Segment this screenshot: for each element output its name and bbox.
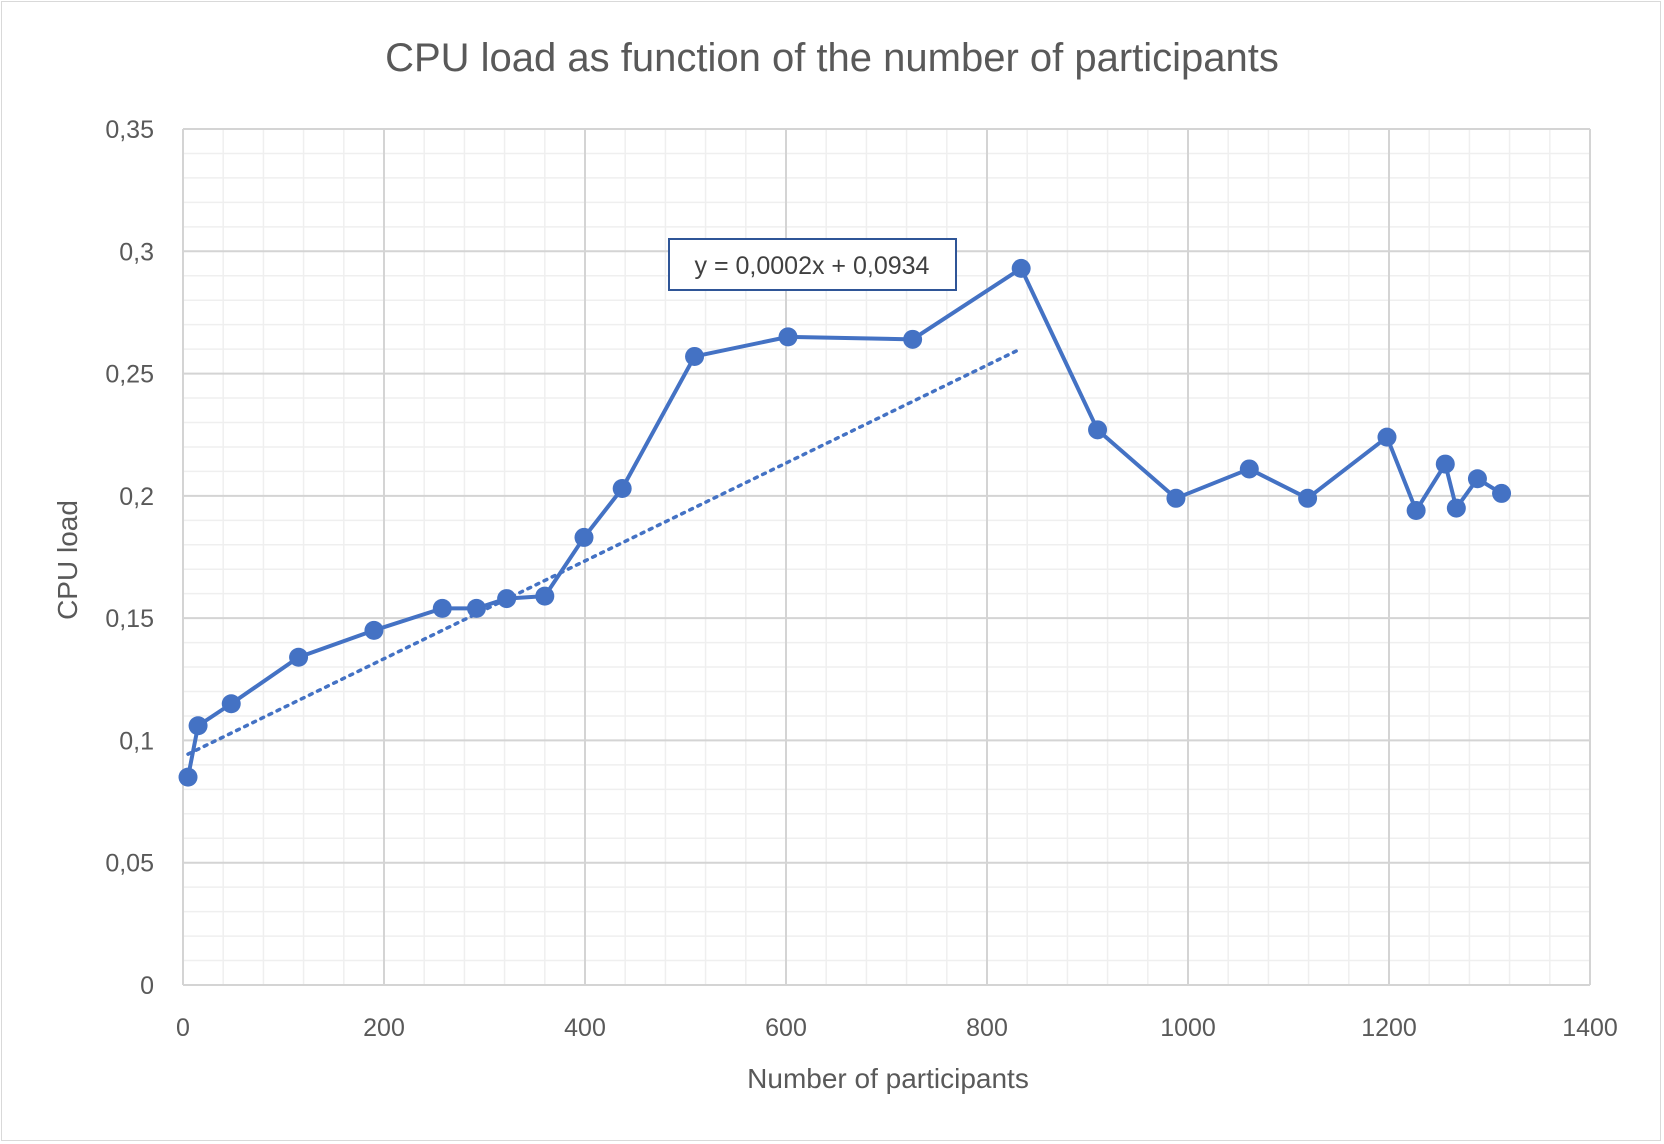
data-point [188,716,208,736]
x-tick-label: 800 [966,1014,1008,1042]
data-point [1446,498,1466,518]
grid [182,128,1591,986]
x-axis-title: Number of participants [747,1063,1029,1094]
data-point [778,327,798,347]
x-tick-label: 1000 [1160,1014,1216,1042]
data-point [497,589,517,609]
data-point [432,598,452,618]
data-point [903,329,923,349]
data-point [574,527,594,547]
y-tick-label: 0,1 [119,727,154,755]
trendline [186,346,1023,756]
data-point [289,647,309,667]
y-tick-label: 0 [140,972,154,1000]
trendline-equation-box [668,238,957,291]
y-axis-ticks: 0 0,05 0,1 0,15 0,2 0,25 0,3 0,35 [105,116,154,1000]
trendline-equation-label: y = 0,0002x + 0,0934 [695,252,930,280]
data-point [1298,488,1318,508]
data-point [178,767,198,787]
data-point [612,479,632,499]
data-point [466,598,486,618]
x-tick-label: 1200 [1361,1014,1417,1042]
data-point [1377,427,1397,447]
x-tick-label: 200 [363,1014,405,1042]
x-axis-ticks: 0 200 400 600 800 1000 1200 1400 [176,1014,1618,1042]
series-line [186,266,1503,778]
data-point [685,346,705,366]
y-tick-label: 0,35 [105,116,154,144]
data-point [1239,459,1259,479]
data-point [1166,488,1186,508]
data-point [221,694,241,714]
data-point [1435,454,1455,474]
x-tick-label: 0 [176,1014,190,1042]
x-tick-label: 600 [765,1014,807,1042]
y-axis-title: CPU load [52,500,83,620]
x-tick-label: 400 [564,1014,606,1042]
data-point [1406,501,1426,521]
chart-title: CPU load as function of the number of pa… [385,36,1279,80]
data-point [1088,420,1108,440]
data-point [1467,469,1487,489]
y-tick-label: 0,3 [119,238,154,266]
data-point [1011,258,1031,278]
y-tick-label: 0,2 [119,483,154,511]
y-tick-label: 0,15 [105,605,154,633]
y-tick-label: 0,05 [105,850,154,878]
trendline-line [186,346,1023,756]
data-point [535,586,555,606]
y-tick-label: 0,25 [105,361,154,389]
trendline-equation: y = 0,0002x + 0,0934 [668,238,957,291]
data-point [1492,483,1512,503]
data-series [178,258,1512,787]
x-tick-label: 1400 [1562,1014,1618,1042]
data-point [364,620,384,640]
